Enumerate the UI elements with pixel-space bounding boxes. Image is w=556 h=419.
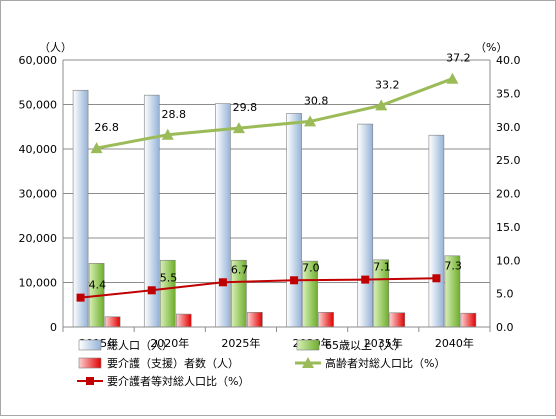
bar bbox=[72, 89, 89, 328]
bar bbox=[428, 134, 445, 328]
y-right-tick-label: 25.0 bbox=[496, 154, 521, 167]
legend-label: 高齢者対総人口比（%） bbox=[325, 356, 445, 370]
y-left-tick-label: 50,000 bbox=[19, 99, 58, 112]
bar bbox=[215, 103, 231, 328]
data-label: 26.8 bbox=[94, 121, 119, 134]
y-left-tick-label: 0 bbox=[50, 321, 57, 334]
legend-swatch bbox=[78, 357, 102, 369]
legend-swatch bbox=[296, 339, 320, 351]
x-tick-label: 2040年 bbox=[435, 336, 474, 350]
bar bbox=[159, 259, 176, 328]
y-right-unit: （%） bbox=[475, 41, 507, 54]
y-right-tick-label: 5.0 bbox=[496, 288, 514, 301]
line-point bbox=[232, 122, 245, 134]
line-point bbox=[90, 142, 103, 154]
data-label: 7.3 bbox=[444, 259, 462, 272]
y-left-tick-label: 60,000 bbox=[19, 54, 58, 67]
line-series bbox=[76, 72, 459, 302]
y-left-tick-label: 40,000 bbox=[19, 143, 58, 156]
y-right-tick-label: 0.0 bbox=[496, 321, 514, 334]
bar bbox=[389, 312, 406, 328]
y-left-tick-label: 30,000 bbox=[19, 188, 58, 201]
data-label: 4.4 bbox=[89, 279, 107, 292]
bar bbox=[460, 312, 477, 328]
y-right-tick-label: 20.0 bbox=[496, 188, 521, 201]
legend-swatch bbox=[78, 339, 102, 351]
data-label: 6.7 bbox=[231, 263, 249, 276]
bar bbox=[104, 316, 121, 328]
line-point bbox=[161, 128, 174, 140]
data-label: 28.8 bbox=[162, 108, 187, 121]
bar bbox=[175, 313, 192, 328]
y-right-tick-label: 15.0 bbox=[496, 221, 521, 234]
y-left-unit: （人） bbox=[39, 41, 72, 54]
legend-label: 要介護者等対総人口比（%） bbox=[107, 374, 249, 388]
bar bbox=[286, 113, 302, 328]
y-left-tick-label: 20,000 bbox=[19, 232, 58, 245]
y-right-tick-label: 30.0 bbox=[496, 121, 521, 134]
y-right-tick-label: 40.0 bbox=[496, 54, 521, 67]
legend-label: 総人口（人） bbox=[107, 338, 173, 352]
legend: 総人口（人） 65歳以上（人） 要介護（支援）者数（人） 高齢者対総人口比（%） 要介護… bbox=[77, 338, 445, 388]
bar bbox=[357, 123, 374, 328]
data-labels: 26.8 28.8 29.8 30.8 33.2 37.2 4.4 5.5 6.7 7.0 7.1 7… bbox=[89, 52, 471, 292]
line-point bbox=[446, 72, 459, 84]
data-label: 7.0 bbox=[302, 261, 320, 274]
bar bbox=[247, 312, 263, 328]
bar-series bbox=[72, 89, 477, 328]
x-tick-label: 2025年 bbox=[221, 336, 260, 350]
y-right-tick-label: 35.0 bbox=[496, 87, 521, 100]
gridlines bbox=[63, 59, 490, 283]
y-left-tick-label: 10,000 bbox=[19, 277, 58, 290]
series-line bbox=[96, 77, 453, 150]
data-label: 33.2 bbox=[375, 78, 400, 91]
line-point bbox=[290, 276, 299, 285]
line-point bbox=[218, 278, 227, 287]
bar bbox=[318, 312, 334, 328]
data-label: 7.1 bbox=[373, 261, 391, 274]
x-tick-label: 2020年 bbox=[150, 336, 189, 350]
legend-marker bbox=[302, 357, 314, 368]
series-line bbox=[80, 277, 437, 299]
legend-label: 要介護（支援）者数（人） bbox=[107, 356, 239, 370]
y-right-tick-label: 10.0 bbox=[496, 254, 521, 267]
data-label: 5.5 bbox=[160, 271, 178, 284]
legend-label: 65歳以上（人） bbox=[325, 339, 405, 352]
line-point bbox=[375, 99, 388, 111]
line-point bbox=[147, 286, 156, 295]
line-point bbox=[432, 274, 441, 283]
x-tick-label: 2035年 bbox=[364, 336, 403, 350]
legend-marker bbox=[86, 377, 94, 385]
line-point bbox=[304, 115, 317, 127]
data-label: 30.8 bbox=[304, 94, 329, 107]
data-label: 37.2 bbox=[446, 52, 471, 65]
line-point bbox=[76, 293, 85, 302]
data-label: 29.8 bbox=[233, 101, 258, 114]
line-point bbox=[361, 275, 370, 284]
